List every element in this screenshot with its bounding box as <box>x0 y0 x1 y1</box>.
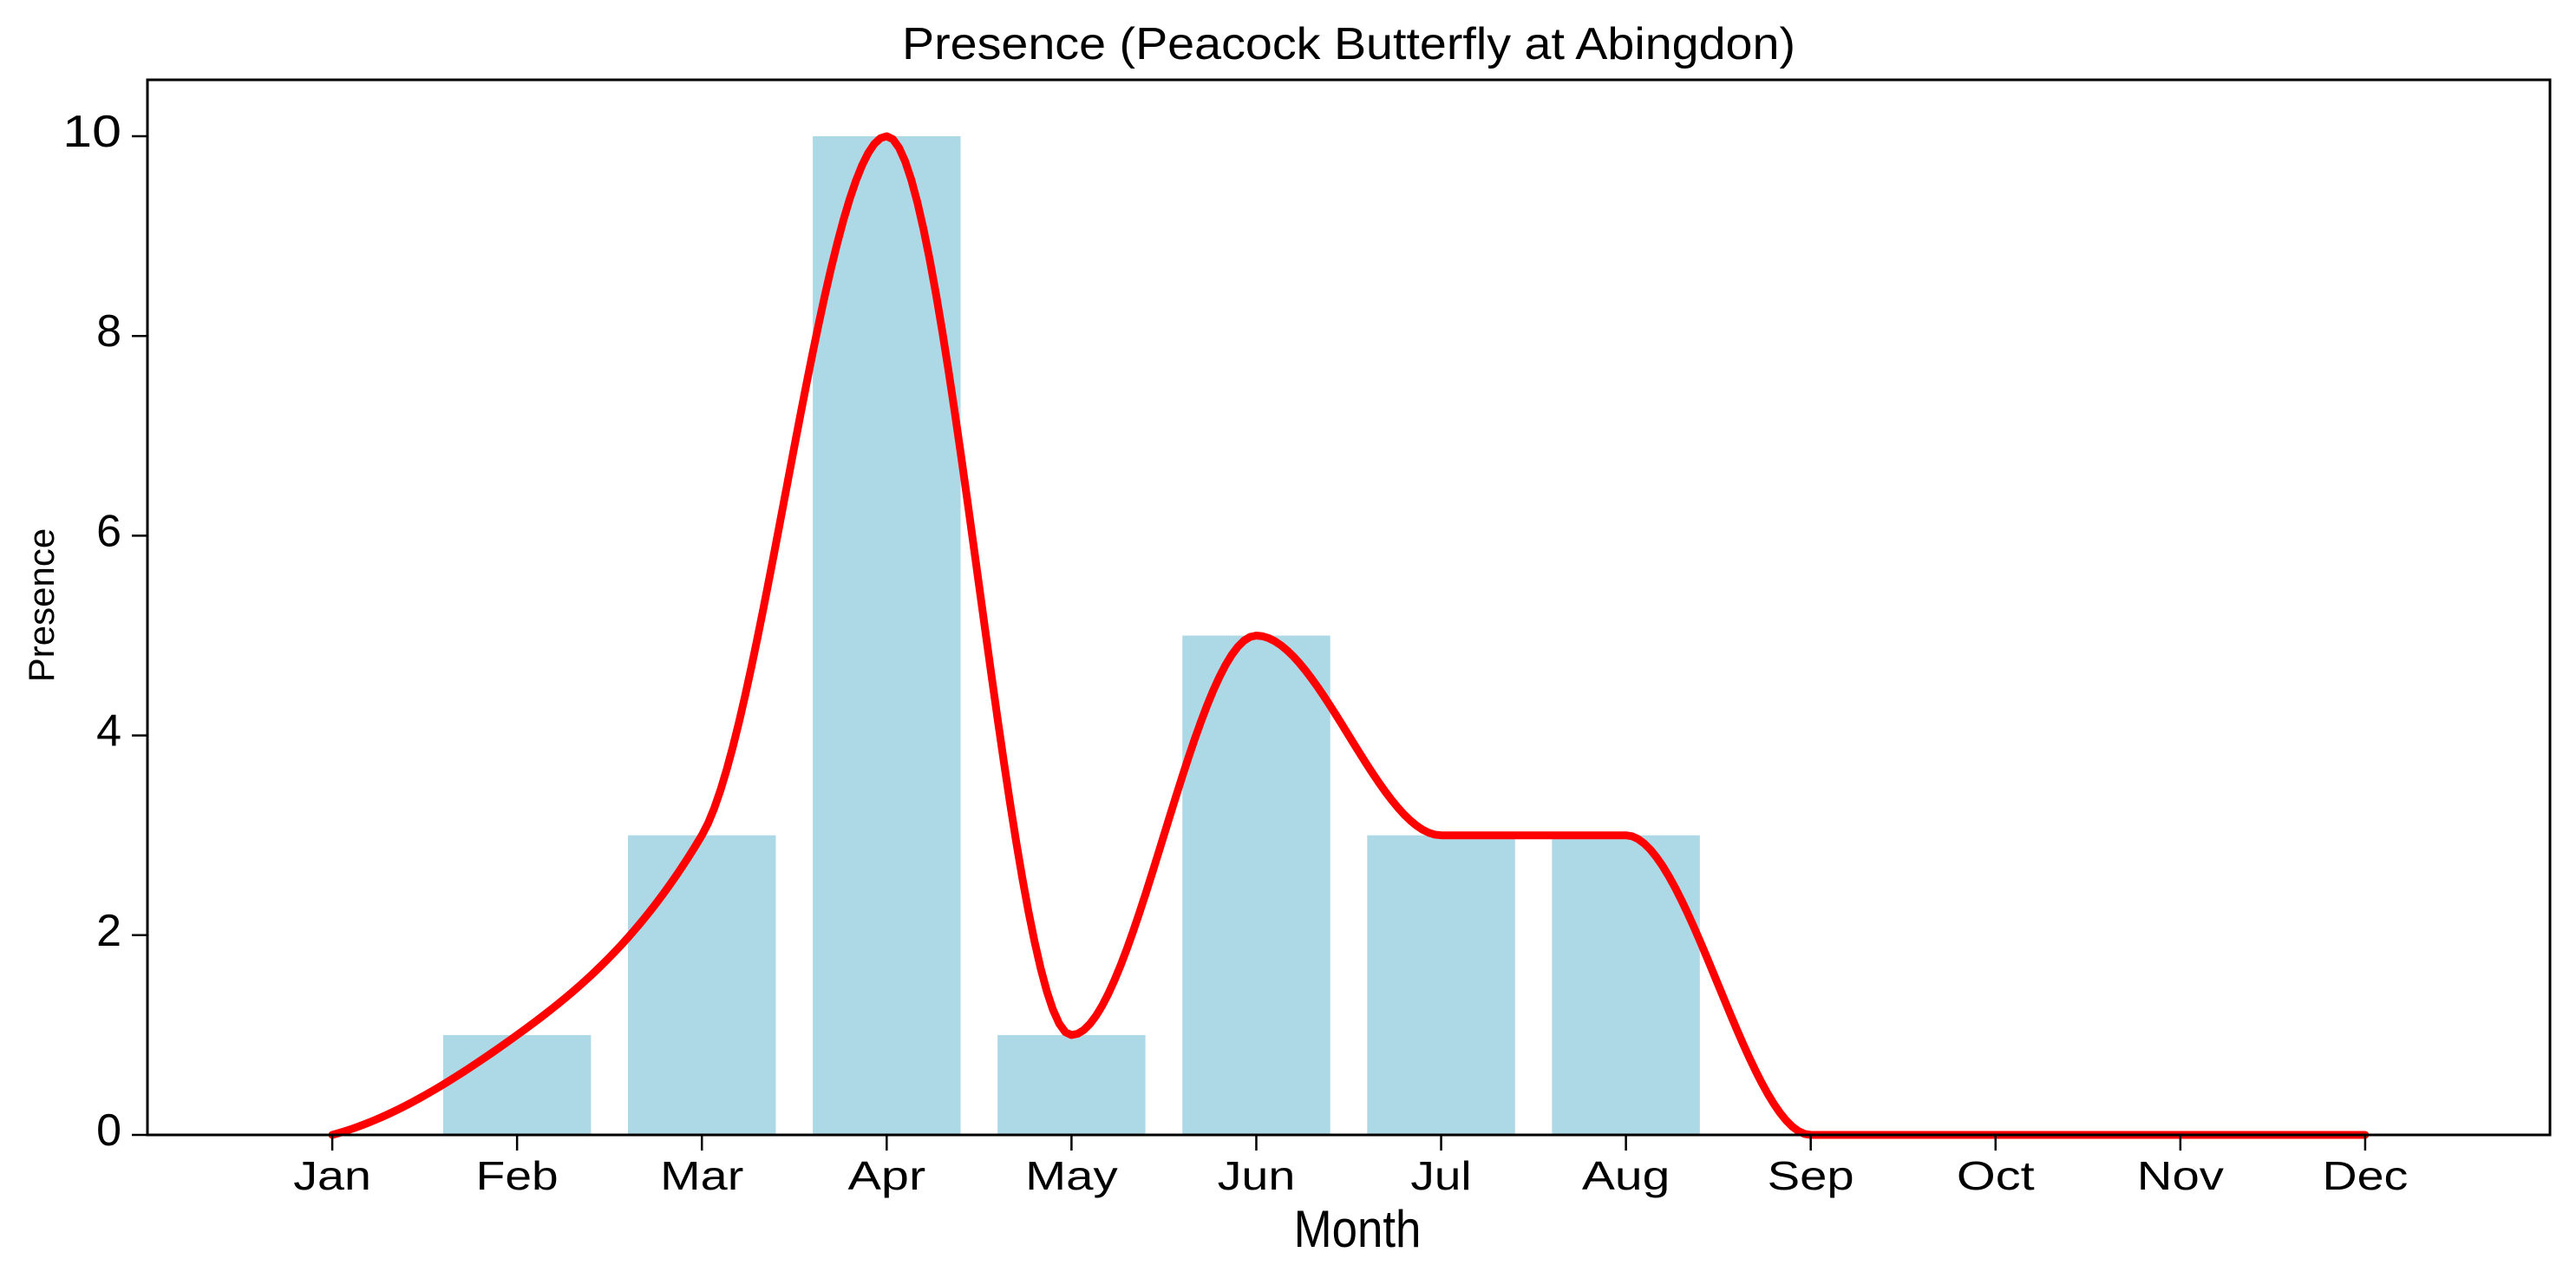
svg-text:Presence: Presence <box>21 528 62 682</box>
svg-text:8: 8 <box>96 306 121 357</box>
svg-text:Jan: Jan <box>293 1153 371 1198</box>
svg-text:6: 6 <box>96 506 121 556</box>
svg-text:Dec: Dec <box>2323 1153 2409 1198</box>
svg-text:Nov: Nov <box>2137 1153 2224 1198</box>
svg-text:Presence (Peacock Butterfly at: Presence (Peacock Butterfly at Abingdon) <box>902 19 1795 69</box>
svg-text:Apr: Apr <box>847 1153 925 1198</box>
svg-text:Jun: Jun <box>1218 1153 1296 1198</box>
svg-text:Jul: Jul <box>1410 1153 1471 1198</box>
svg-text:May: May <box>1025 1153 1118 1198</box>
svg-text:Sep: Sep <box>1768 1153 1854 1198</box>
svg-text:10: 10 <box>62 107 121 157</box>
svg-text:Aug: Aug <box>1582 1153 1670 1198</box>
svg-text:Mar: Mar <box>660 1153 743 1198</box>
svg-text:Month: Month <box>1294 1200 1422 1258</box>
svg-text:2: 2 <box>96 906 121 956</box>
svg-text:4: 4 <box>96 706 121 757</box>
svg-text:Oct: Oct <box>1957 1153 2035 1198</box>
svg-text:0: 0 <box>96 1105 121 1156</box>
svg-text:Feb: Feb <box>476 1153 559 1198</box>
